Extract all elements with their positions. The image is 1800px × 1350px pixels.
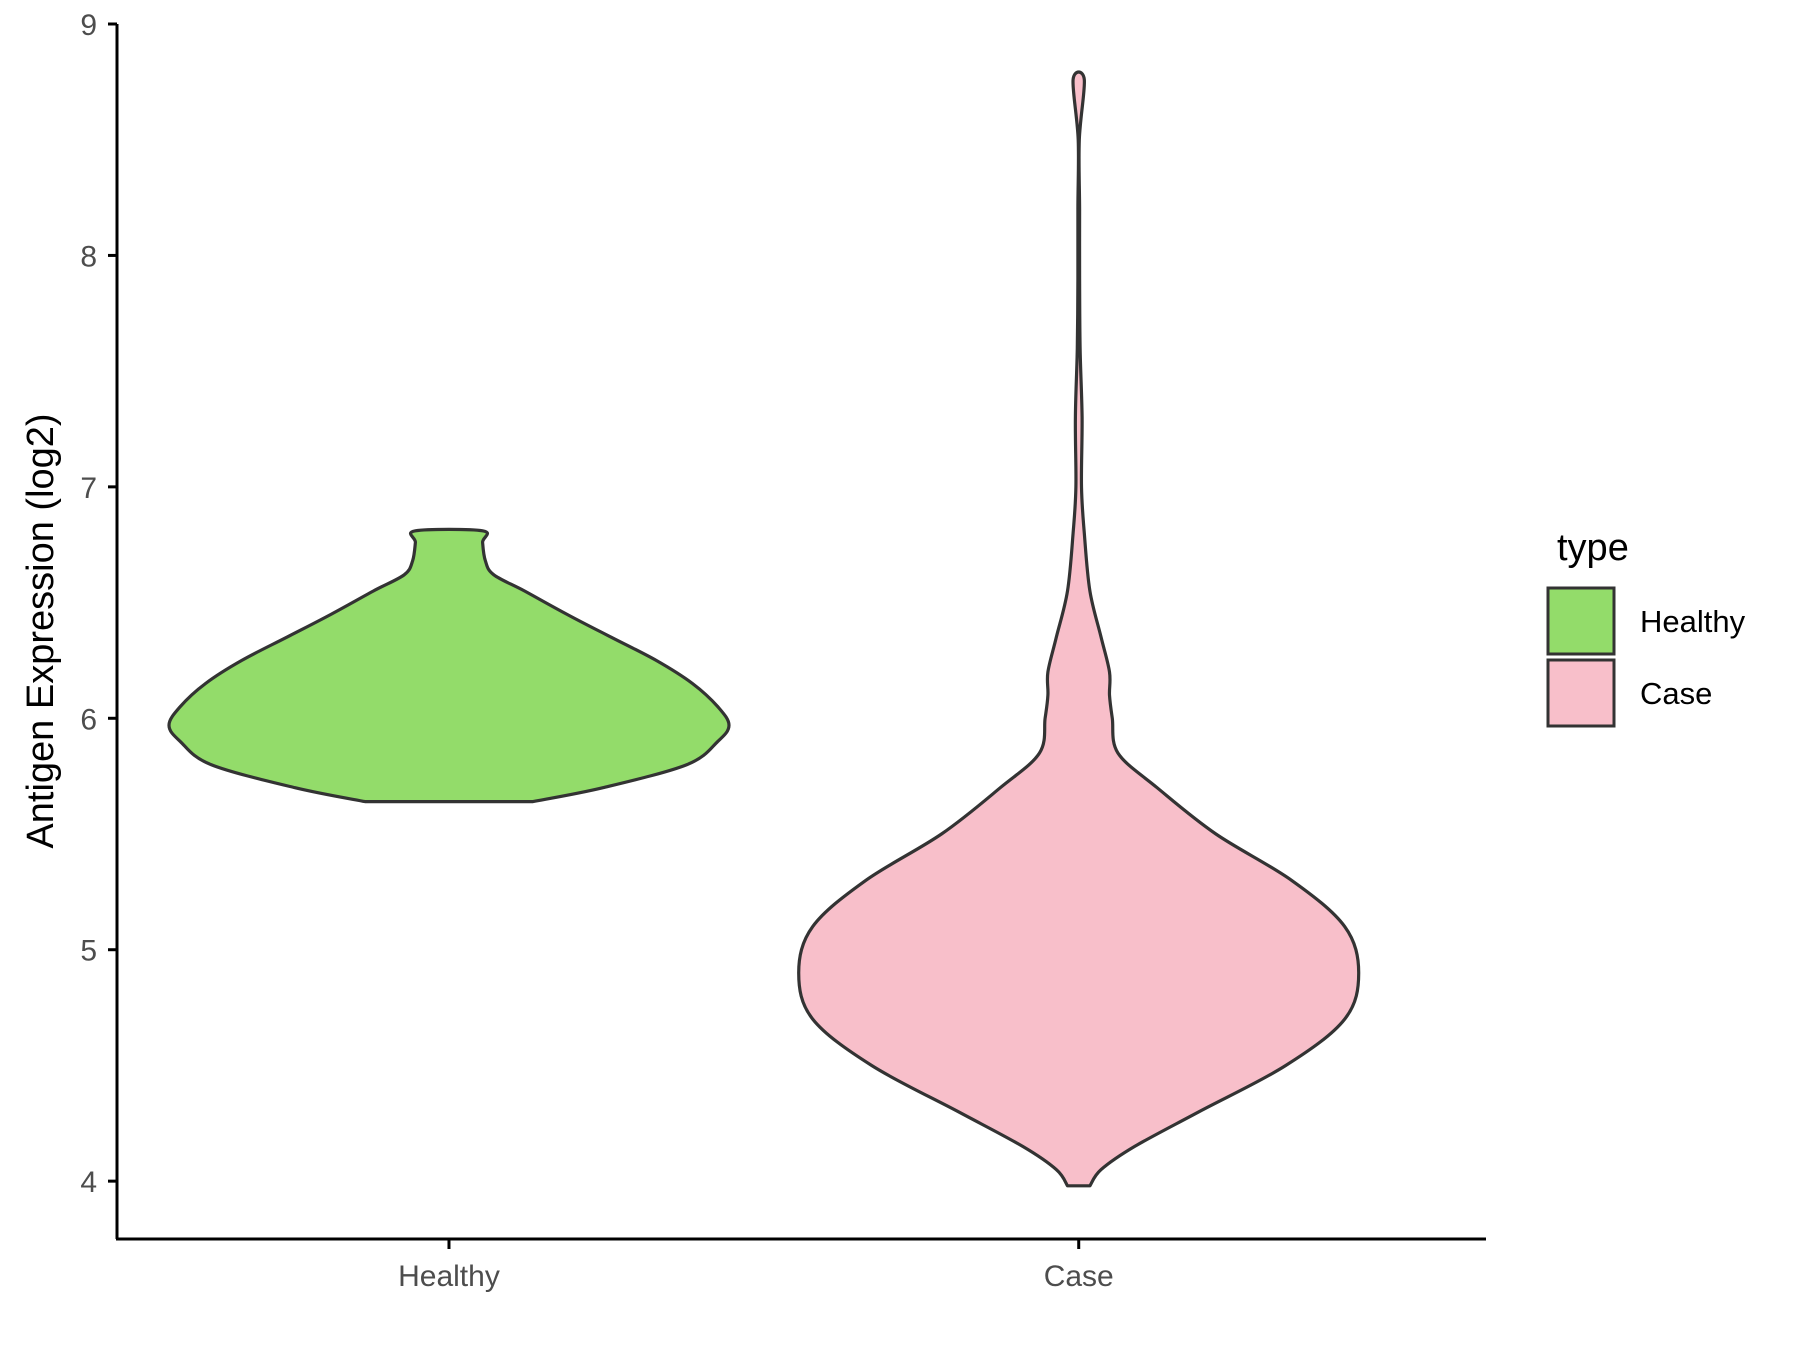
x-axis-ticks: Healthy Case [398,1239,1114,1293]
x-tick-label: Case [1044,1260,1114,1293]
violin-healthy [167,527,731,804]
legend-label-case: Case [1640,676,1712,711]
y-axis-title: Antigen Expression (log2) [20,413,62,848]
legend: type Healthy Case [1546,527,1746,728]
y-axis-ticks: 4 5 6 7 8 9 [80,9,117,1199]
y-tick-label: 4 [80,1166,97,1199]
y-tick-label: 9 [80,9,97,42]
legend-title: type [1557,527,1629,569]
violin-case [797,70,1361,1188]
violin-layer [167,70,1361,1188]
legend-label-healthy: Healthy [1640,604,1746,639]
x-tick-label: Healthy [398,1260,500,1293]
y-tick-label: 7 [80,472,97,505]
y-tick-label: 5 [80,935,97,968]
legend-swatch-case [1546,658,1616,728]
legend-swatch-healthy [1546,586,1616,656]
y-tick-label: 8 [80,240,97,273]
y-tick-label: 6 [80,703,97,736]
